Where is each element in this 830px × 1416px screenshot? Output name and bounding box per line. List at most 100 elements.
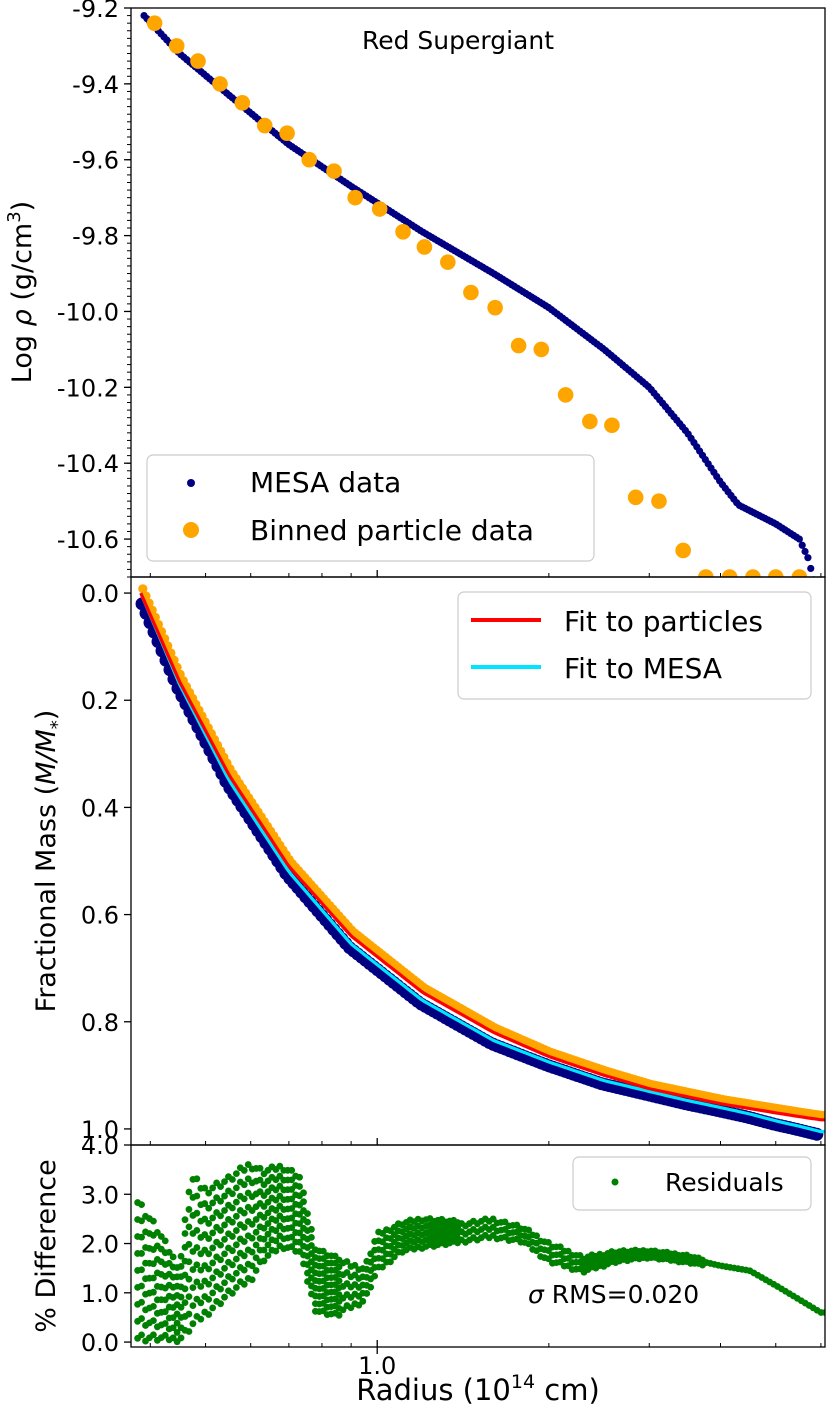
mesa-point (798, 541, 806, 549)
top-ytick-label: -9.2 (72, 0, 119, 23)
residual-point (296, 1183, 303, 1190)
residual-point (556, 1243, 564, 1251)
rms-text: RMS=0.020 (544, 1280, 699, 1309)
binned-point (604, 417, 620, 434)
mesa-point (816, 599, 823, 606)
y-axis-label-bottom: % Difference (31, 1159, 62, 1332)
residual-point (201, 1184, 209, 1192)
binned-point (256, 117, 273, 134)
residual-point (229, 1275, 236, 1283)
top-ytick-label: -10.2 (57, 374, 119, 402)
residual-point (221, 1235, 228, 1243)
residual-point (272, 1237, 280, 1245)
residual-point (138, 1282, 145, 1290)
rms-sigma: σ (528, 1280, 545, 1309)
bottom-ytick-label: 4.0 (81, 1132, 119, 1160)
residual-point (533, 1232, 541, 1240)
residual-point (244, 1161, 252, 1168)
residual-point (189, 1302, 197, 1310)
residual-point (240, 1252, 248, 1260)
residual-point (335, 1311, 343, 1319)
residual-point (248, 1248, 256, 1256)
chart-title: Red Supergiant (362, 26, 554, 55)
residual-point (209, 1184, 217, 1192)
residual-point (252, 1228, 260, 1236)
residual-point (205, 1295, 213, 1303)
residual-point (209, 1274, 217, 1282)
residual-point (197, 1299, 205, 1307)
mesa-point (813, 588, 820, 595)
residual-point (264, 1252, 272, 1259)
residual-point (229, 1289, 236, 1297)
residual-point (205, 1311, 213, 1318)
residual-point (272, 1206, 280, 1214)
residual-point (177, 1293, 185, 1301)
top-panel-data (140, 11, 823, 606)
residual-point (165, 1248, 173, 1256)
residual-point (248, 1234, 256, 1242)
residual-point (240, 1209, 248, 1217)
residual-point (564, 1247, 572, 1255)
residual-point (193, 1192, 201, 1200)
residual-point (232, 1198, 240, 1206)
residual-point (150, 1274, 157, 1282)
binned-point (234, 95, 251, 111)
middle-ytick-label: 0.0 (81, 580, 119, 608)
residual-point (150, 1288, 157, 1296)
residual-point (217, 1212, 224, 1220)
legend-marker-binned (183, 522, 199, 538)
residual-point (189, 1266, 197, 1273)
legend-label-mesa: MESA data (250, 466, 401, 499)
binned-point (698, 569, 714, 577)
residual-point (197, 1283, 205, 1290)
binned-point (767, 569, 784, 577)
residual-point (300, 1198, 307, 1206)
residual-point (248, 1276, 256, 1284)
binned-point (279, 125, 295, 141)
residual-point (264, 1220, 272, 1227)
residual-point (150, 1260, 157, 1268)
residual-point (138, 1201, 145, 1208)
residual-point (217, 1256, 224, 1264)
binned-point (627, 489, 644, 506)
binned-point (416, 239, 433, 255)
residual-point (221, 1221, 228, 1229)
residual-point (232, 1255, 240, 1263)
residual-point (193, 1278, 201, 1286)
residual-point (229, 1176, 236, 1183)
residual-point (260, 1246, 268, 1254)
residual-point (173, 1329, 181, 1336)
residual-point (232, 1284, 240, 1291)
residual-point (185, 1240, 193, 1248)
residual-point (169, 1253, 177, 1261)
residual-point (232, 1212, 240, 1220)
residual-point (260, 1224, 268, 1232)
residual-point (205, 1250, 213, 1258)
residual-point (185, 1293, 193, 1301)
residual-point (181, 1285, 189, 1293)
binned-point (791, 569, 808, 577)
residual-point (209, 1304, 217, 1312)
residual-point (221, 1192, 228, 1200)
residual-point (229, 1261, 236, 1269)
residual-point (240, 1266, 248, 1274)
residual-point (189, 1284, 197, 1292)
residual-point (272, 1217, 280, 1224)
bottom-ytick-label: 1.0 (81, 1280, 119, 1308)
residual-point (185, 1275, 193, 1283)
residual-point (240, 1167, 248, 1174)
residual-point (181, 1299, 189, 1307)
residual-point (252, 1216, 260, 1223)
residual-point (221, 1279, 228, 1287)
residual-point (150, 1317, 157, 1325)
residual-point (150, 1217, 157, 1225)
residual-point (173, 1319, 181, 1327)
residual-point (138, 1331, 145, 1339)
residual-point (232, 1184, 240, 1192)
bottom-legend: Residuals (572, 1156, 812, 1211)
residual-point (221, 1178, 228, 1186)
residual-point (229, 1204, 236, 1212)
mesa-point (804, 554, 812, 562)
residual-point (177, 1334, 185, 1342)
